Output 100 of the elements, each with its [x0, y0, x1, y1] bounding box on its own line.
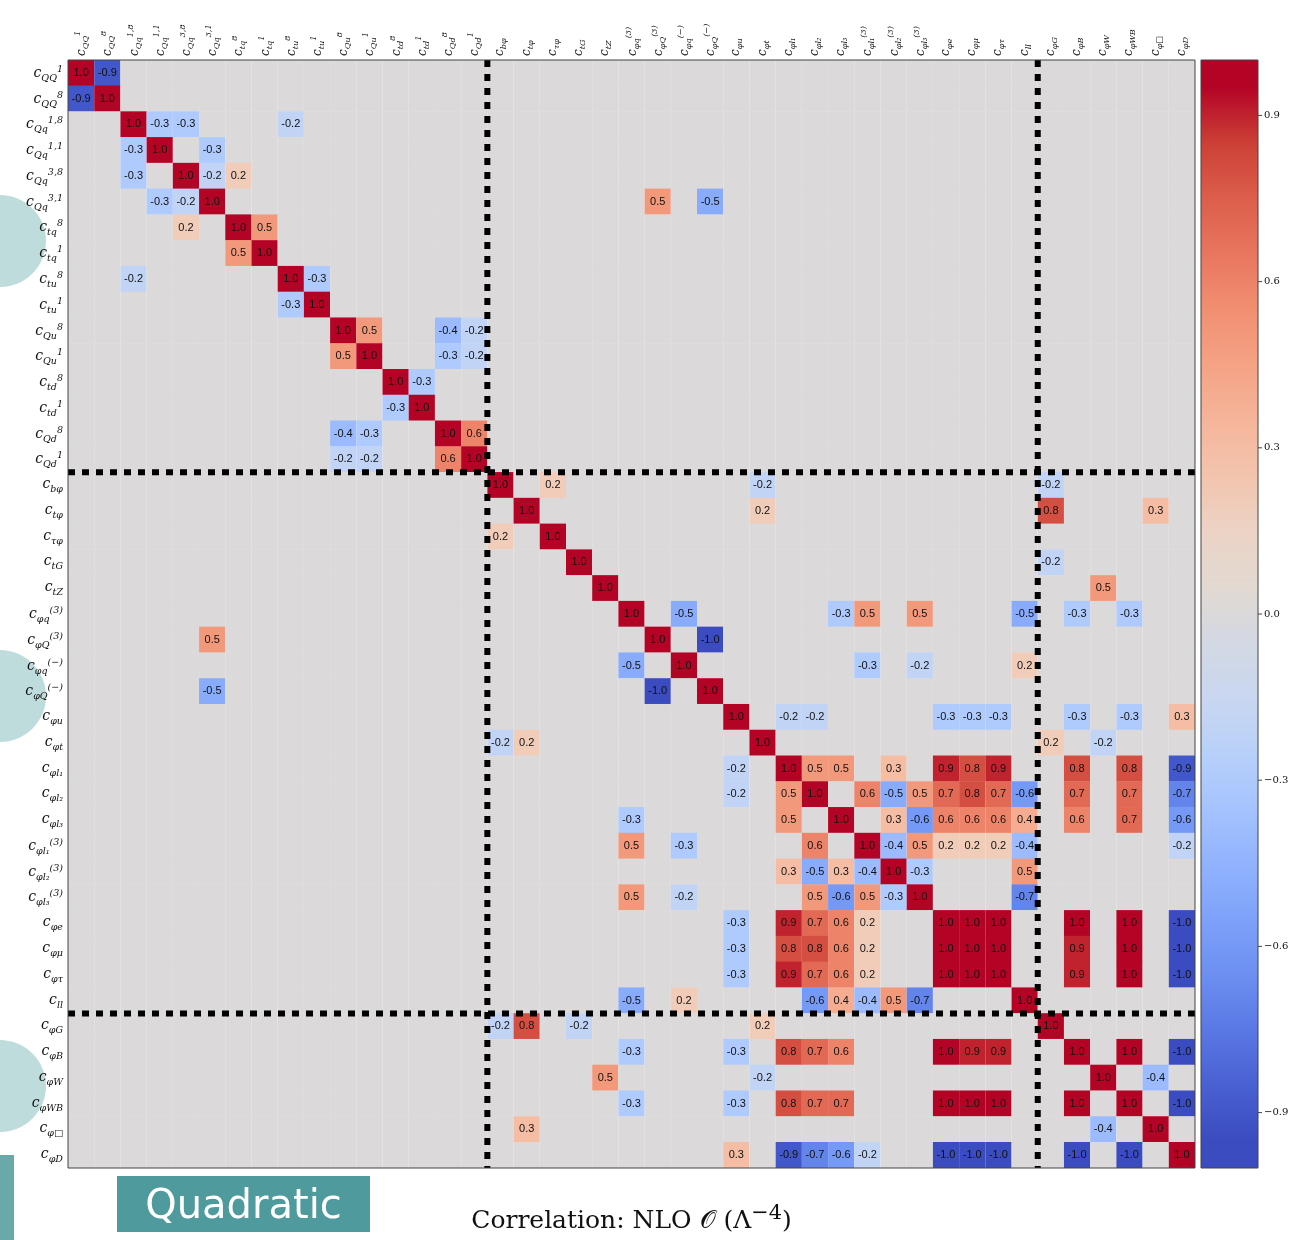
y-tick-label: c$_{φl₃}$	[41, 810, 63, 830]
data-label: 0.5	[204, 632, 220, 645]
data-label: -1.0	[1172, 1096, 1192, 1109]
data-label: 0.8	[1121, 761, 1138, 774]
data-label: 0.6	[833, 967, 849, 980]
data-label: 0.5	[1095, 581, 1111, 594]
data-label: -0.2	[1172, 838, 1192, 851]
data-label: -0.3	[1067, 607, 1087, 620]
data-label: -0.2	[464, 349, 484, 362]
data-label: -0.4	[884, 838, 904, 851]
data-label: -1.0	[962, 1148, 982, 1161]
y-tick-label: c$_{φWB}$	[31, 1093, 63, 1113]
data-label: 1.0	[256, 246, 273, 259]
y-tick-label: c$_{φB}$	[41, 1042, 63, 1062]
data-label: -0.9	[1172, 761, 1192, 774]
data-label: 0.6	[964, 813, 980, 826]
data-label: -0.3	[910, 864, 930, 877]
data-label: -0.2	[281, 117, 301, 130]
data-label: -0.6	[1172, 813, 1192, 826]
data-label: 0.8	[1043, 503, 1059, 516]
data-label: -0.3	[1119, 607, 1139, 620]
data-label: 1.0	[728, 710, 744, 723]
color-bar-label: −0.9	[1264, 1106, 1289, 1118]
data-label: -0.5	[622, 993, 641, 1006]
data-label: 1.0	[178, 168, 194, 181]
data-label: 1.0	[650, 632, 666, 645]
data-label: 1.0	[1121, 1096, 1138, 1109]
data-label: 0.9	[964, 1045, 980, 1058]
y-tick-label: c$_{tφ}$	[44, 501, 63, 521]
text: Quadratic	[117, 1176, 370, 1232]
data-label: -0.4	[1093, 1122, 1113, 1135]
data-label: -0.3	[1067, 710, 1087, 723]
data-label: 0.5	[807, 761, 823, 774]
data-label: -0.5	[622, 658, 641, 671]
data-label: -0.5	[202, 684, 222, 697]
y-tick-label: c$_{bφ}$	[42, 475, 63, 495]
data-label: -1.0	[1172, 942, 1192, 955]
data-label: 0.2	[859, 916, 876, 929]
data-label: 0.5	[912, 838, 928, 851]
data-label: -0.3	[857, 658, 877, 671]
data-label: -0.2	[333, 452, 353, 465]
data-label: -0.4	[857, 993, 877, 1006]
data-label: 1.0	[387, 375, 404, 388]
y-tick-label: c$_{φG}$	[40, 1016, 63, 1036]
y-tick-label: c$_{tZ}$	[44, 578, 63, 598]
data-label: -0.3	[622, 1096, 641, 1109]
data-label: -0.3	[962, 710, 982, 723]
data-label: -0.5	[674, 607, 694, 620]
data-label: -0.2	[674, 890, 694, 903]
data-label: 1.0	[676, 658, 692, 671]
data-label: 0.9	[990, 1045, 1007, 1058]
y-tick-label: c$_{φl₂}$	[41, 784, 63, 804]
data-label: 0.7	[807, 1096, 823, 1109]
data-label: 0.2	[1016, 658, 1033, 671]
data-label: 0.5	[781, 787, 797, 800]
data-label: 1.0	[73, 65, 89, 78]
data-label: -1.0	[1172, 916, 1192, 929]
data-label: -0.3	[988, 710, 1008, 723]
data-label: -0.6	[910, 813, 930, 826]
data-label: 1.0	[1069, 916, 1085, 929]
y-tick-label: c$_{τφ}$	[43, 527, 63, 546]
data-label: 0.3	[519, 1122, 535, 1135]
data-label: 0.7	[1121, 813, 1138, 826]
data-label: 0.8	[781, 1096, 797, 1109]
data-label: -0.2	[910, 658, 930, 671]
data-label: 0.6	[833, 916, 849, 929]
data-label: 1.0	[964, 967, 980, 980]
data-label: 0.5	[859, 890, 876, 903]
data-label: 1.0	[1069, 1045, 1085, 1058]
data-label: 0.5	[912, 787, 928, 800]
data-label: -0.2	[490, 735, 510, 748]
data-label: 0.5	[597, 1070, 613, 1083]
data-label: 0.5	[833, 761, 849, 774]
data-label: -0.4	[1146, 1070, 1166, 1083]
data-label: -0.4	[333, 426, 353, 439]
data-label: 1.0	[1016, 993, 1033, 1006]
data-label: -1.0	[988, 1148, 1008, 1161]
y-tick-label: c$_{tG}$	[43, 552, 63, 572]
data-label: -0.6	[1015, 787, 1035, 800]
data-label: -0.4	[857, 864, 877, 877]
data-label: 0.2	[1043, 735, 1059, 748]
y-tick-label: c$_{ll}$	[49, 990, 63, 1010]
data-label: -0.3	[726, 916, 746, 929]
data-label: 0.5	[650, 194, 666, 207]
y-tick-label: c$_{φt}$	[44, 733, 63, 752]
color-bar-label: 0.6	[1264, 275, 1280, 287]
data-label: -0.2	[464, 323, 484, 336]
data-label: 0.2	[178, 220, 194, 233]
data-label: 1.0	[964, 1096, 980, 1109]
data-label: 1.0	[938, 967, 954, 980]
data-label: 1.0	[1095, 1070, 1111, 1083]
data-label: -0.3	[359, 426, 379, 439]
data-label: 0.2	[676, 993, 692, 1006]
data-label: 0.2	[859, 942, 876, 955]
data-label: 1.0	[938, 942, 954, 955]
data-label: 1.0	[964, 942, 980, 955]
data-label: 1.0	[1148, 1122, 1164, 1135]
data-label: 0.9	[1069, 967, 1085, 980]
data-label: 0.5	[807, 890, 823, 903]
data-label: 1.0	[597, 581, 613, 594]
